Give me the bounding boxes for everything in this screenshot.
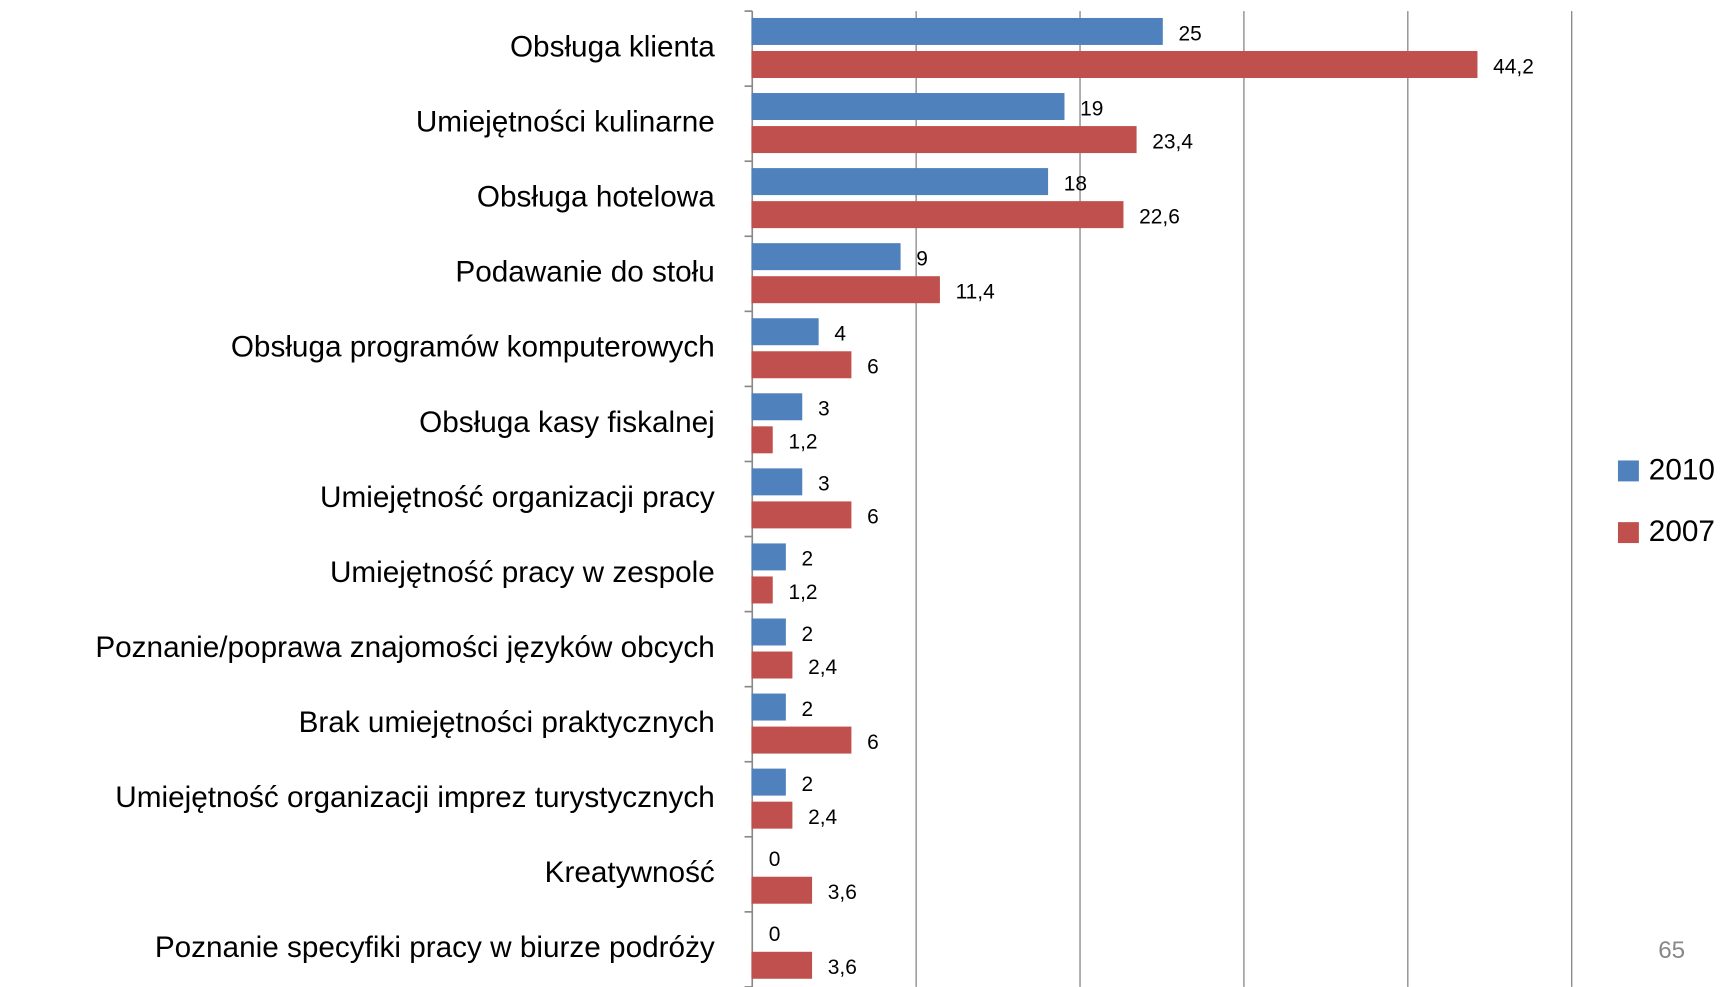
value-label: 23,4 [1152, 130, 1193, 153]
bar [751, 426, 773, 454]
y-tick-label: Umiejętności kulinarne [416, 106, 715, 139]
value-label: 2 [802, 698, 814, 721]
y-tick-label: Obsługa klienta [510, 30, 715, 63]
bar [751, 951, 813, 979]
value-label: 1,2 [788, 431, 817, 454]
y-tick-label: Umiejętność organizacji pracy [320, 481, 715, 514]
value-label: 6 [867, 356, 879, 379]
bar [751, 726, 852, 754]
page-number: 65 [1658, 937, 1685, 964]
value-label: 11,4 [956, 281, 996, 304]
legend-label: 2007 [1649, 515, 1715, 548]
value-label: 0 [769, 848, 781, 871]
bar [751, 576, 773, 604]
y-tick-label: Brak umiejętności praktycznych [299, 706, 715, 739]
value-label: 19 [1080, 97, 1103, 120]
value-label: 3 [818, 473, 830, 496]
y-tick-label: Umiejętność organizacji imprez turystycz… [115, 781, 715, 814]
y-tick-label: Poznanie/poprawa znajomości języków obcy… [95, 631, 714, 664]
y-tick-label: Podawanie do stołu [455, 256, 714, 289]
y-tick-label: Obsługa programów komputerowych [231, 331, 715, 364]
value-label: 22,6 [1139, 205, 1180, 228]
value-label: 2 [802, 623, 814, 646]
bar [751, 318, 819, 346]
bar [751, 201, 1124, 229]
legend-label: 2010 [1649, 453, 1715, 486]
value-label: 4 [834, 323, 846, 346]
bar [751, 17, 1163, 45]
legend-swatch [1617, 522, 1639, 544]
value-label: 9 [916, 247, 928, 270]
bar [751, 543, 786, 571]
y-tick-label: Kreatywność [545, 856, 715, 889]
bar [751, 351, 852, 379]
value-label: 2 [802, 773, 814, 796]
value-label: 44,2 [1493, 55, 1534, 78]
value-label: 1,2 [788, 581, 817, 604]
value-label: 3,6 [828, 881, 857, 904]
value-label: 2 [802, 548, 814, 571]
bar [751, 126, 1137, 154]
legend-swatch [1617, 460, 1639, 482]
bar [751, 768, 786, 796]
value-label: 3,6 [828, 956, 857, 979]
y-tick-label: Umiejętność pracy w zespole [330, 556, 715, 589]
bar [751, 876, 813, 904]
bar [751, 243, 901, 271]
y-tick-label: Poznanie specyfiki pracy w biurze podróż… [155, 931, 715, 964]
y-tick-label: Obsługa hotelowa [477, 181, 715, 214]
value-label: 25 [1179, 22, 1202, 45]
value-label: 18 [1064, 172, 1087, 195]
bar [751, 93, 1065, 121]
bar [751, 618, 786, 646]
bar [751, 693, 786, 721]
value-label: 2,4 [808, 656, 837, 679]
bar [751, 801, 793, 829]
y-tick-label: Obsługa kasy fiskalnej [419, 406, 715, 439]
value-label: 0 [769, 923, 781, 946]
bar [751, 501, 852, 529]
bar [751, 276, 940, 304]
bar [751, 393, 803, 421]
value-label: 6 [867, 506, 879, 529]
bar [751, 468, 803, 496]
value-label: 2,4 [808, 806, 837, 829]
value-label: 6 [867, 731, 879, 754]
value-label: 3 [818, 398, 830, 421]
bar [751, 651, 793, 679]
bar [751, 168, 1049, 196]
bar [751, 51, 1478, 78]
